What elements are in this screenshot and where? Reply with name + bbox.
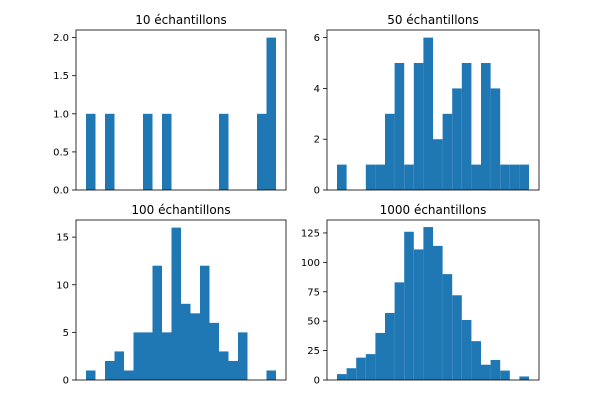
- histogram-bar: [519, 376, 529, 380]
- histogram-bar: [238, 332, 248, 380]
- subplot-title-50: 50 échantillons: [387, 13, 479, 27]
- histogram-bar: [86, 370, 96, 380]
- y-tick-label: 0: [314, 186, 320, 197]
- y-tick-label: 2: [314, 135, 320, 146]
- histogram-bar: [452, 88, 462, 190]
- histogram-bar: [105, 113, 115, 190]
- histogram-bar: [124, 370, 134, 380]
- histogram-bar: [219, 113, 229, 190]
- histogram-bar: [337, 164, 347, 190]
- histogram-bar: [385, 113, 395, 190]
- axes-frame: [326, 29, 540, 191]
- y-tick-label: 15: [56, 233, 69, 244]
- histogram-bar: [219, 351, 229, 380]
- y-tick-label: 10: [56, 280, 69, 291]
- histogram-bar: [433, 245, 443, 380]
- histogram-bar: [413, 63, 424, 190]
- histogram-bar: [346, 368, 357, 380]
- histogram-bar: [394, 282, 405, 380]
- histogram-bar: [190, 313, 200, 380]
- histogram-bar: [481, 364, 491, 380]
- histogram-bar: [442, 113, 453, 190]
- histogram-bar: [162, 113, 172, 190]
- histogram-bar: [481, 63, 491, 190]
- subplot-10-samples: 0.0 0.5 1.0 1.5 2.0 10 échantillons: [53, 13, 287, 197]
- y-tick-label: 0: [314, 376, 320, 387]
- histogram-bar: [266, 370, 276, 380]
- histogram-bar: [461, 320, 472, 380]
- histogram-bar: [181, 303, 191, 380]
- axes-frame: [75, 219, 287, 381]
- axes-frame: [75, 29, 287, 191]
- histogram-bar: [228, 360, 238, 380]
- histogram-bar: [133, 332, 143, 380]
- histogram-bar: [413, 249, 424, 380]
- histogram-bar: [143, 113, 153, 190]
- histogram-bar: [404, 164, 414, 190]
- histogram-bar: [404, 231, 414, 380]
- histogram-bar: [171, 227, 181, 380]
- histogram-bar: [152, 265, 162, 380]
- histogram-bar: [385, 312, 395, 380]
- histogram-bar: [114, 351, 124, 380]
- histogram-bar: [257, 113, 267, 190]
- histogram-bar: [500, 164, 510, 190]
- histogram-bar: [365, 164, 376, 190]
- histogram-bar: [471, 341, 481, 380]
- subplot-50-samples: 0 2 4 6 50 échantillons: [314, 13, 540, 197]
- histogram-bar: [356, 357, 366, 380]
- axes-frame: [326, 219, 540, 381]
- histogram-bar: [461, 63, 472, 190]
- histogram-bar: [452, 295, 462, 380]
- y-tick-label: 2.0: [53, 33, 69, 44]
- histogram-bar: [200, 265, 210, 380]
- subplot-title-1000: 1000 échantillons: [380, 203, 487, 217]
- y-tick-label: 6: [314, 33, 320, 44]
- histogram-bar: [105, 360, 115, 380]
- histogram-bar: [365, 354, 376, 380]
- subplot-1000-samples: 0 25 50 75 100 125 1000 échantillons: [301, 203, 540, 387]
- histogram-bar: [337, 374, 347, 380]
- y-tick-label: 125: [301, 228, 320, 239]
- histogram-bar: [509, 164, 520, 190]
- y-tick-label: 50: [307, 317, 320, 328]
- histogram-bar: [162, 332, 172, 380]
- subplot-title-100: 100 échantillons: [131, 203, 230, 217]
- histogram-bar: [209, 322, 219, 380]
- y-tick-label: 4: [314, 84, 320, 95]
- histogram-bar: [423, 227, 433, 380]
- y-tick-label: 0: [63, 376, 69, 387]
- histogram-bar: [423, 37, 433, 191]
- y-tick-label: 0.0: [53, 186, 69, 197]
- histogram-bar: [442, 274, 453, 380]
- histogram-bar: [519, 164, 529, 190]
- histogram-bar: [375, 332, 385, 380]
- histogram-bar: [490, 88, 501, 190]
- histogram-bar: [471, 164, 481, 190]
- histogram-bar: [394, 63, 405, 190]
- subplot-title-10: 10 échantillons: [135, 13, 227, 27]
- histogram-bar: [490, 360, 501, 380]
- histogram-bar: [375, 164, 385, 190]
- y-tick-label: 5: [63, 328, 69, 339]
- histogram-bar: [500, 370, 510, 380]
- y-tick-label: 1.5: [53, 71, 69, 82]
- histogram-bar: [86, 113, 96, 190]
- subplot-100-samples: 0 5 10 15 100 échantillons: [56, 203, 287, 387]
- y-tick-label: 25: [307, 346, 320, 357]
- histogram-bar: [143, 332, 153, 380]
- y-tick-label: 0.5: [53, 147, 69, 158]
- y-tick-label: 1.0: [53, 109, 69, 120]
- y-tick-label: 75: [307, 287, 320, 298]
- histogram-bar: [266, 37, 276, 191]
- y-tick-label: 100: [301, 258, 320, 269]
- histogram-bar: [433, 139, 443, 190]
